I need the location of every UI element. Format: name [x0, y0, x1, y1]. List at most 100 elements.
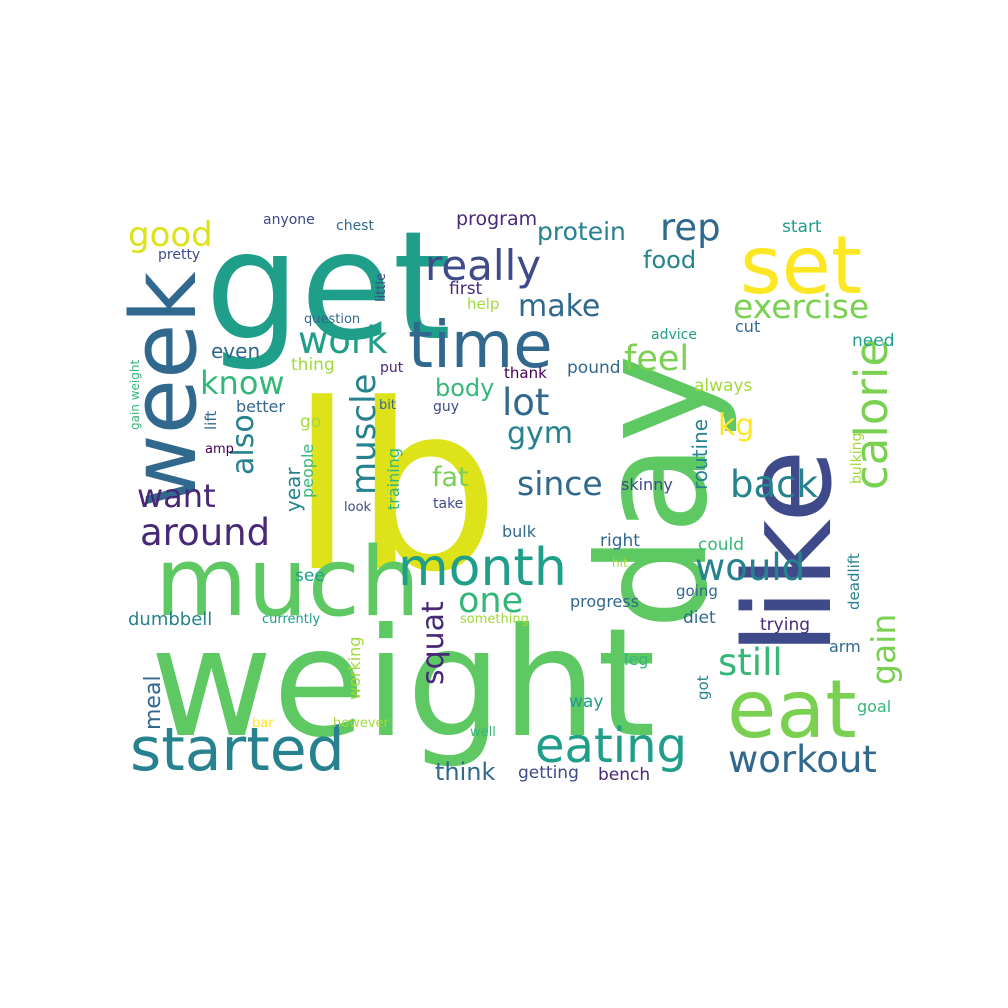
word-want: want — [137, 477, 216, 515]
word-lb: lb — [290, 356, 500, 623]
word-way: way — [569, 692, 603, 712]
word-protein: protein — [537, 217, 626, 246]
word-goal: goal — [857, 697, 891, 716]
word-feel: feel — [624, 339, 689, 379]
word-arm: arm — [829, 637, 861, 656]
word-workout: workout — [728, 738, 877, 781]
word-dumbbell: dumbbell — [128, 609, 212, 630]
word-amp: amp — [205, 442, 234, 457]
word-chest: chest — [336, 218, 374, 234]
word-bulking: bulking — [849, 433, 865, 484]
word-question: question — [304, 312, 360, 327]
word-day: day — [567, 354, 741, 630]
word-hit: hit — [612, 556, 628, 570]
word-gain: gain — [864, 614, 903, 685]
word-however: however — [333, 716, 390, 731]
word-right: right — [600, 531, 640, 551]
word-really: really — [425, 241, 541, 290]
word-think: think — [435, 758, 496, 786]
word-something: something — [460, 612, 529, 627]
word-program: program — [456, 208, 537, 230]
word-could: could — [698, 535, 744, 555]
word-pound: pound — [567, 358, 621, 378]
word-progress: progress — [570, 592, 639, 611]
word-training: training — [384, 448, 403, 510]
word-still: still — [718, 641, 783, 684]
word-going: going — [676, 582, 718, 600]
word-also: also — [226, 414, 261, 475]
word-better: better — [236, 397, 285, 416]
word-bit: bit — [379, 398, 396, 413]
word-look: look — [344, 500, 372, 515]
word-thank: thank — [504, 364, 547, 382]
word-month: month — [398, 538, 567, 598]
word-put: put — [380, 360, 404, 376]
word-bar: bar — [252, 716, 274, 731]
word-week: week — [112, 272, 217, 508]
word-lot: lot — [502, 381, 549, 424]
word-body: body — [435, 374, 494, 402]
word-much: much — [155, 528, 420, 638]
word-got: got — [694, 675, 712, 700]
word-first: first — [449, 279, 483, 299]
word-one: one — [458, 581, 523, 621]
word-fat: fat — [432, 462, 469, 493]
word-advice: advice — [651, 327, 697, 343]
word-take: take — [433, 496, 463, 512]
word-gym: gym — [507, 416, 573, 451]
word-exercise: exercise — [733, 287, 869, 326]
word-since: since — [517, 464, 603, 503]
word-go: go — [300, 412, 321, 432]
word-routine: routine — [688, 419, 712, 490]
word-currently: currently — [262, 612, 321, 627]
word-rep: rep — [660, 206, 721, 249]
word-work: work — [298, 319, 388, 362]
word-time: time — [408, 309, 553, 383]
word-gain-weight: gain weight — [128, 360, 142, 430]
word-year: year — [281, 467, 305, 512]
word-started: started — [130, 715, 345, 785]
word-would: would — [695, 546, 805, 589]
word-meal: meal — [141, 675, 166, 730]
word-even: even — [211, 339, 260, 363]
word-see: see — [295, 566, 325, 586]
word-trying: trying — [760, 615, 810, 635]
word-thing: thing — [291, 355, 335, 375]
word-deadlift: deadlift — [845, 553, 863, 610]
word-make: make — [518, 289, 600, 324]
word-leg: leg — [624, 650, 648, 669]
word-muscle: muscle — [344, 374, 384, 495]
word-anyone: anyone — [263, 212, 315, 228]
word-pretty: pretty — [158, 247, 200, 263]
word-need: need — [852, 331, 894, 351]
word-help: help — [467, 295, 499, 313]
word-around: around — [140, 511, 270, 554]
word-start: start — [782, 217, 822, 237]
word-kg: kg — [718, 408, 754, 443]
word-bench: bench — [598, 765, 650, 785]
word-like: like — [720, 449, 859, 655]
word-well: well — [470, 725, 496, 740]
word-skinny: skinny — [621, 475, 673, 494]
word-diet: diet — [683, 608, 716, 628]
word-getting: getting — [518, 763, 579, 783]
word-guy: guy — [433, 399, 459, 415]
word-get: get — [205, 200, 451, 374]
word-know: know — [200, 364, 285, 402]
word-cut: cut — [735, 317, 760, 336]
word-little: little — [374, 273, 389, 302]
word-back: back — [730, 463, 819, 506]
word-set: set — [740, 219, 862, 312]
word-people: people — [298, 444, 317, 498]
word-eating: eating — [535, 718, 687, 774]
word-eat: eat — [727, 663, 857, 756]
word-bulk: bulk — [502, 522, 537, 541]
word-lift: lift — [202, 411, 220, 430]
word-calorie: calorie — [845, 339, 898, 490]
word-always: always — [694, 376, 753, 396]
word-weight: weight — [150, 597, 656, 771]
word-food: food — [643, 246, 696, 274]
word-good: good — [128, 215, 213, 255]
word-squat: squat — [416, 601, 451, 685]
